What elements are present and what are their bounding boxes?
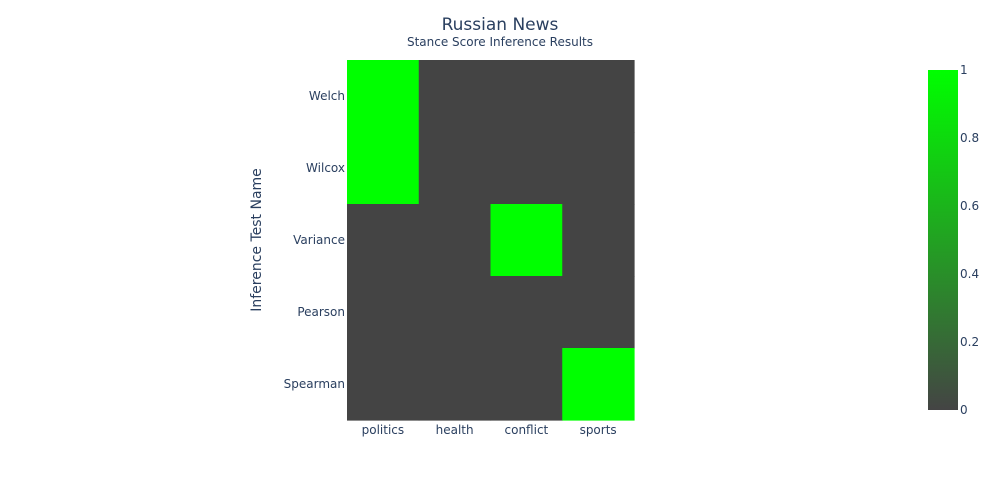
heatmap-cell-welch-politics <box>347 60 420 133</box>
x-tick-label: sports <box>580 423 617 437</box>
heatmap-cell-variance-conflict <box>490 204 563 277</box>
y-tick-label: Spearman <box>284 377 345 391</box>
colorbar-ticks: 0 0.2 0.4 0.6 0.8 1 <box>960 63 979 417</box>
heatmap-cell-pearson-sports <box>562 276 635 349</box>
x-axis-ticks: politics health conflict sports <box>362 423 617 437</box>
x-tick-label: conflict <box>505 423 549 437</box>
heatmap-cell-variance-politics <box>347 204 420 277</box>
colorbar-tick-label: 0 <box>960 403 968 417</box>
y-axis-title: Inference Test Name <box>249 168 265 312</box>
y-tick-label: Wilcox <box>306 161 345 175</box>
colorbar-tick-label: 0.8 <box>960 131 979 145</box>
heatmap-cell-welch-health <box>418 60 492 133</box>
colorbar <box>928 70 958 410</box>
colorbar-tick-label: 0.6 <box>960 199 979 213</box>
colorbar-tick-label: 0.4 <box>960 267 979 281</box>
heatmap-cell-wilcox-conflict <box>490 132 563 205</box>
heatmap-cells <box>347 60 635 421</box>
y-tick-label: Pearson <box>297 305 345 319</box>
y-tick-label: Welch <box>309 89 345 103</box>
heatmap-cell-wilcox-politics <box>347 132 420 205</box>
heatmap-cell-welch-sports <box>562 60 635 133</box>
y-axis-ticks: Welch Wilcox Variance Pearson Spearman <box>284 89 345 391</box>
colorbar-tick-label: 0.2 <box>960 335 979 349</box>
heatmap-cell-spearman-politics <box>347 348 420 421</box>
x-tick-label: politics <box>362 423 405 437</box>
heatmap-cell-welch-conflict <box>490 60 563 133</box>
heatmap-cell-pearson-health <box>418 276 492 349</box>
heatmap-cell-spearman-sports <box>562 348 635 421</box>
heatmap-cell-pearson-politics <box>347 276 420 349</box>
y-tick-label: Variance <box>293 233 345 247</box>
heatmap-cell-variance-health <box>418 204 492 277</box>
heatmap-cell-spearman-conflict <box>490 348 563 421</box>
x-tick-label: health <box>436 423 474 437</box>
heatmap-cell-spearman-health <box>418 348 492 421</box>
colorbar-tick-label: 1 <box>960 63 968 77</box>
heatmap-cell-wilcox-health <box>418 132 492 205</box>
heatmap-cell-variance-sports <box>562 204 635 277</box>
heatmap-cell-wilcox-sports <box>562 132 635 205</box>
chart-subtitle: Stance Score Inference Results <box>407 35 593 49</box>
heatmap-cell-pearson-conflict <box>490 276 563 349</box>
chart-title: Russian News <box>442 15 559 35</box>
